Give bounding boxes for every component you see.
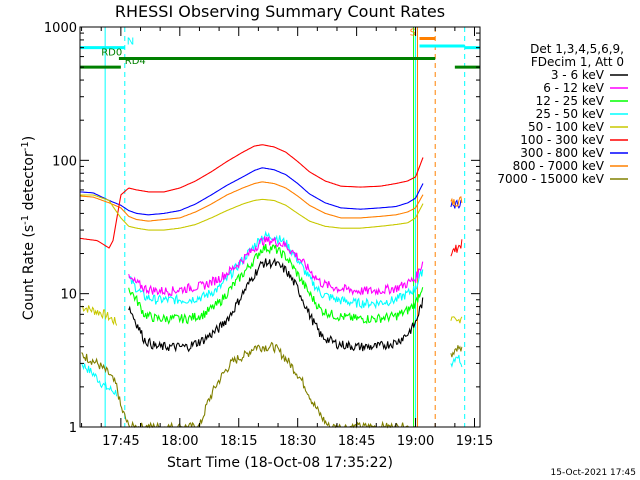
y-tick-label-3: 1000 — [44, 21, 77, 36]
legend-label-5: 100 - 300 keV — [520, 133, 604, 147]
series-line-2 — [128, 244, 424, 325]
early-segment-0 — [81, 305, 118, 326]
x-tick-label-2: 18:15 — [220, 434, 257, 449]
legend-label-0: 3 - 6 keV — [551, 68, 605, 82]
x-axis-label: Start Time (18-Oct-08 17:35:22) — [167, 455, 393, 471]
early-segment-1 — [81, 362, 118, 397]
chart-title: RHESSI Observing Summary Count Rates — [115, 2, 445, 21]
legend-label-6: 300 - 800 keV — [520, 146, 604, 160]
axes: 1 10 100 1000 17:45 18:00 18:15 18:30 18:45 19:00… — [44, 21, 493, 449]
footer-timestamp: 15-Oct-2021 17:45 — [551, 468, 636, 478]
series-line-0 — [128, 257, 424, 353]
legend-label-1: 6 - 12 keV — [543, 81, 605, 95]
plot-frame — [79, 26, 481, 428]
x-tick-label-4: 18:45 — [338, 434, 375, 449]
state-bar-label-5: S — [410, 27, 416, 38]
legend-label-7: 800 - 7000 keV — [513, 159, 605, 173]
state-bar-label-3: RD4 — [125, 56, 146, 67]
series-line-1 — [128, 236, 424, 298]
late-segment-4 — [450, 354, 463, 368]
y-axis-label: Count Rate (s-1 detector-1) — [20, 136, 37, 320]
legend-label-3: 25 - 50 keV — [536, 107, 605, 121]
legend-label-4: 50 - 100 keV — [528, 120, 605, 134]
legend-label-2: 12 - 25 keV — [536, 94, 605, 108]
state-bar-label-2: RD0 — [101, 48, 122, 59]
legend-label-8: 7000 - 15000 keV — [497, 172, 604, 186]
x-tick-label-5: 19:00 — [397, 434, 434, 449]
y-tick-label-1: 10 — [60, 288, 77, 303]
late-segment-0 — [450, 316, 463, 324]
series-line-5 — [79, 144, 424, 249]
series-line-4 — [80, 194, 424, 231]
series-line-6 — [79, 167, 424, 216]
series-line-8 — [81, 341, 415, 429]
late-segment-1 — [450, 239, 463, 257]
x-tick-label-1: 18:00 — [161, 434, 198, 449]
x-tick-label-0: 17:45 — [102, 434, 139, 449]
series-line-7 — [79, 181, 424, 222]
legend-header-line-2: FDecim 1, Att 0 — [531, 55, 624, 69]
late-segment-5 — [450, 345, 463, 358]
x-tick-label-3: 18:30 — [279, 434, 316, 449]
y-tick-label-2: 100 — [52, 154, 77, 169]
series-line-3 — [128, 230, 424, 310]
state-bar-label-0: N — [127, 37, 134, 48]
late-segment-3 — [450, 196, 463, 207]
x-tick-label-6: 19:15 — [456, 434, 493, 449]
legend-header-line-1: Det 1,3,4,5,6,9, — [530, 42, 624, 56]
y-tick-label-0: 1 — [69, 421, 77, 436]
